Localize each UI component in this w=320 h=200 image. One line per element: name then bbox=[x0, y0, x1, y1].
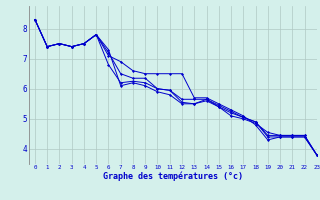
X-axis label: Graphe des températures (°c): Graphe des températures (°c) bbox=[103, 172, 243, 181]
